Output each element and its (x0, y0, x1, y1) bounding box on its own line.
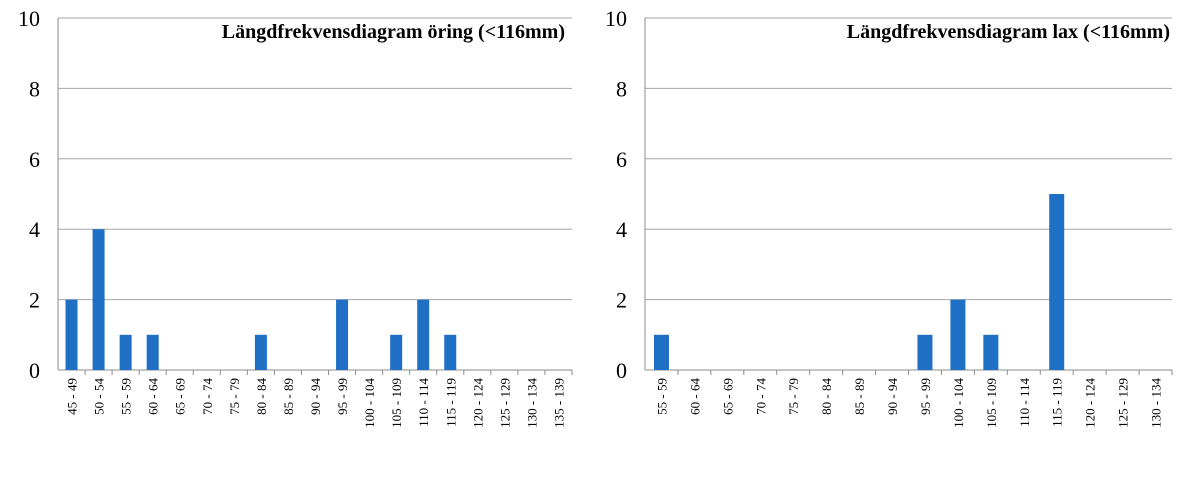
bar (983, 334, 999, 370)
bar (444, 334, 457, 370)
x-tick-label: 90 - 94 (885, 378, 900, 415)
x-tick-label: 130 - 134 (1149, 378, 1164, 428)
x-tick-label: 105 - 109 (389, 378, 404, 428)
x-tick-label: 60 - 64 (687, 378, 702, 415)
x-tick-label: 55 - 59 (654, 378, 669, 415)
y-tick-label: 4 (29, 217, 40, 242)
bar (65, 299, 78, 370)
y-tick-label: 0 (616, 358, 627, 383)
x-tick-label: 65 - 69 (173, 378, 188, 415)
x-tick-label: 100 - 104 (362, 378, 377, 428)
x-tick-label: 120 - 124 (470, 378, 485, 428)
x-tick-label: 115 - 119 (443, 378, 458, 427)
x-tick-label: 60 - 64 (146, 378, 161, 415)
x-tick-label: 65 - 69 (720, 378, 735, 415)
bar (917, 334, 933, 370)
x-tick-label: 55 - 59 (119, 378, 134, 415)
y-tick-label: 6 (29, 147, 40, 172)
x-tick-label: 70 - 74 (200, 378, 215, 415)
bar (390, 334, 403, 370)
y-tick-label: 2 (616, 288, 627, 313)
x-tick-label: 105 - 109 (984, 378, 999, 428)
x-tick-label: 85 - 89 (281, 378, 296, 415)
x-tick-label: 130 - 134 (524, 378, 539, 428)
chart-title: Längdfrekvensdiagram lax (<116mm) (847, 21, 1170, 43)
trout-length-frequency-chart: 0 2 4 6 8 10 45 - 49 50 - 54 55 - 59 60 - 64 65 - … (18, 6, 573, 428)
x-tick-label: 45 - 49 (65, 378, 80, 415)
x-tick-label: 75 - 79 (227, 378, 242, 415)
bar (417, 299, 430, 370)
bar (1049, 194, 1065, 370)
x-tick-label: 50 - 54 (92, 378, 107, 415)
x-tick-label: 85 - 89 (852, 378, 867, 415)
x-tick-label: 90 - 94 (308, 378, 323, 415)
salmon-length-frequency-chart: 0 2 4 6 8 10 55 - 59 60 - 64 65 - 69 70 - 74 75 - … (605, 6, 1173, 428)
x-tick-label: 70 - 74 (753, 378, 768, 415)
x-tick-label: 75 - 79 (786, 378, 801, 415)
y-tick-label: 4 (616, 217, 627, 242)
x-tick-label: 115 - 119 (1050, 378, 1065, 427)
x-tick-label: 95 - 99 (335, 378, 350, 415)
bar (950, 299, 966, 370)
x-tick-label: 110 - 114 (1017, 378, 1032, 427)
x-tick-label: 120 - 124 (1083, 378, 1098, 428)
y-tick-label: 2 (29, 288, 40, 313)
bar (254, 334, 267, 370)
y-tick-label: 10 (605, 6, 627, 31)
x-tick-label: 125 - 129 (497, 378, 512, 428)
x-tick-label: 110 - 114 (416, 378, 431, 427)
x-tick-label: 100 - 104 (951, 378, 966, 428)
y-tick-label: 8 (616, 76, 627, 101)
x-tick-label: 80 - 84 (819, 378, 834, 415)
x-tick-label: 125 - 129 (1116, 378, 1131, 428)
bar (146, 334, 159, 370)
chart-title: Längdfrekvensdiagram öring (<116mm) (222, 21, 565, 43)
x-tick-label: 80 - 84 (254, 378, 269, 415)
y-tick-label: 6 (616, 147, 627, 172)
x-tick-label: 135 - 139 (551, 378, 566, 428)
y-tick-label: 0 (29, 358, 40, 383)
y-tick-label: 8 (29, 76, 40, 101)
bar (119, 334, 132, 370)
bar (653, 334, 669, 370)
bar (92, 229, 105, 370)
x-tick-label: 95 - 99 (918, 378, 933, 415)
y-tick-label: 10 (18, 6, 40, 31)
bar (336, 299, 349, 370)
